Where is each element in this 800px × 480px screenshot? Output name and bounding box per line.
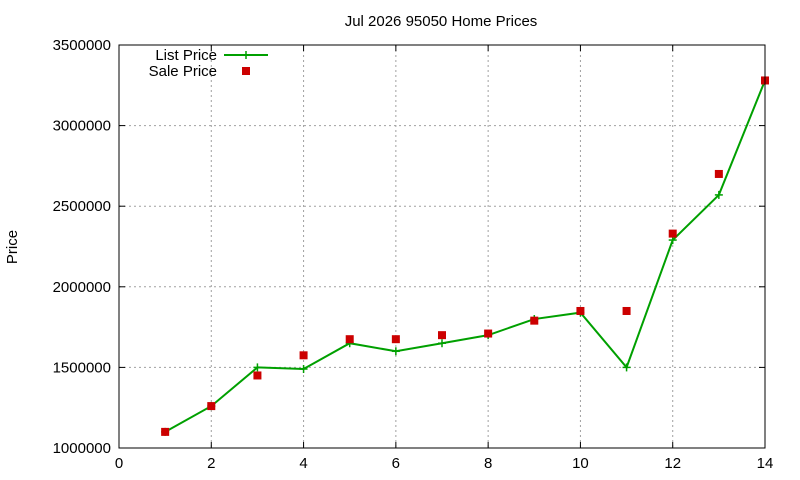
sale-price-point	[714, 169, 723, 178]
list-price-point	[299, 365, 308, 374]
chart-title: Jul 2026 95050 Home Prices	[345, 13, 538, 30]
legend-label: Sale Price	[149, 63, 217, 80]
list-price-point	[391, 347, 400, 356]
x-tick-label: 14	[757, 455, 774, 472]
data-series	[161, 76, 769, 436]
sale-price-point	[391, 335, 400, 344]
y-tick-label: 2500000	[53, 198, 111, 215]
y-tick-label: 3500000	[53, 37, 111, 54]
sale-price-point	[530, 316, 539, 325]
sale-price-point	[668, 229, 677, 238]
x-axis-ticks: 0 2 4 6 8 10 12 14	[115, 45, 774, 472]
y-axis-ticks: 1000000 1500000 2000000 2500000 3000000 35000…	[53, 37, 765, 457]
list-price-point	[253, 363, 262, 372]
y-tick-label: 3000000	[53, 118, 111, 135]
list-price-point	[714, 190, 723, 199]
sale-price-point	[438, 331, 446, 340]
legend-label: List Price	[155, 47, 217, 64]
x-tick-label: 6	[392, 455, 400, 472]
list-price-line	[164, 80, 766, 433]
x-tick-label: 2	[207, 455, 215, 472]
x-tick-label: 8	[484, 455, 492, 472]
y-tick-label: 1500000	[53, 359, 111, 376]
legend-plus-marker	[242, 51, 250, 59]
sale-price-point	[253, 371, 262, 380]
series-list-price	[161, 76, 769, 436]
y-tick-label: 1000000	[53, 440, 111, 457]
x-tick-label: 10	[572, 455, 589, 472]
series-sale-price	[161, 76, 769, 436]
x-tick-label: 12	[664, 455, 681, 472]
sale-price-point	[622, 306, 631, 315]
legend-square-marker	[242, 67, 250, 75]
list-price-point	[438, 339, 446, 348]
y-axis-label: Price	[4, 230, 21, 264]
grid	[119, 45, 765, 448]
sale-price-point	[161, 427, 170, 436]
list-price-point	[622, 363, 631, 372]
plot-frame	[118, 44, 766, 449]
sale-price-point	[345, 335, 354, 344]
sale-price-point	[299, 351, 308, 360]
x-tick-label: 4	[299, 455, 307, 472]
sale-price-point	[576, 306, 585, 315]
y-tick-label: 2000000	[53, 279, 111, 296]
sale-price-point	[207, 402, 216, 411]
x-tick-label: 0	[115, 455, 123, 472]
sale-price-point	[484, 329, 493, 338]
